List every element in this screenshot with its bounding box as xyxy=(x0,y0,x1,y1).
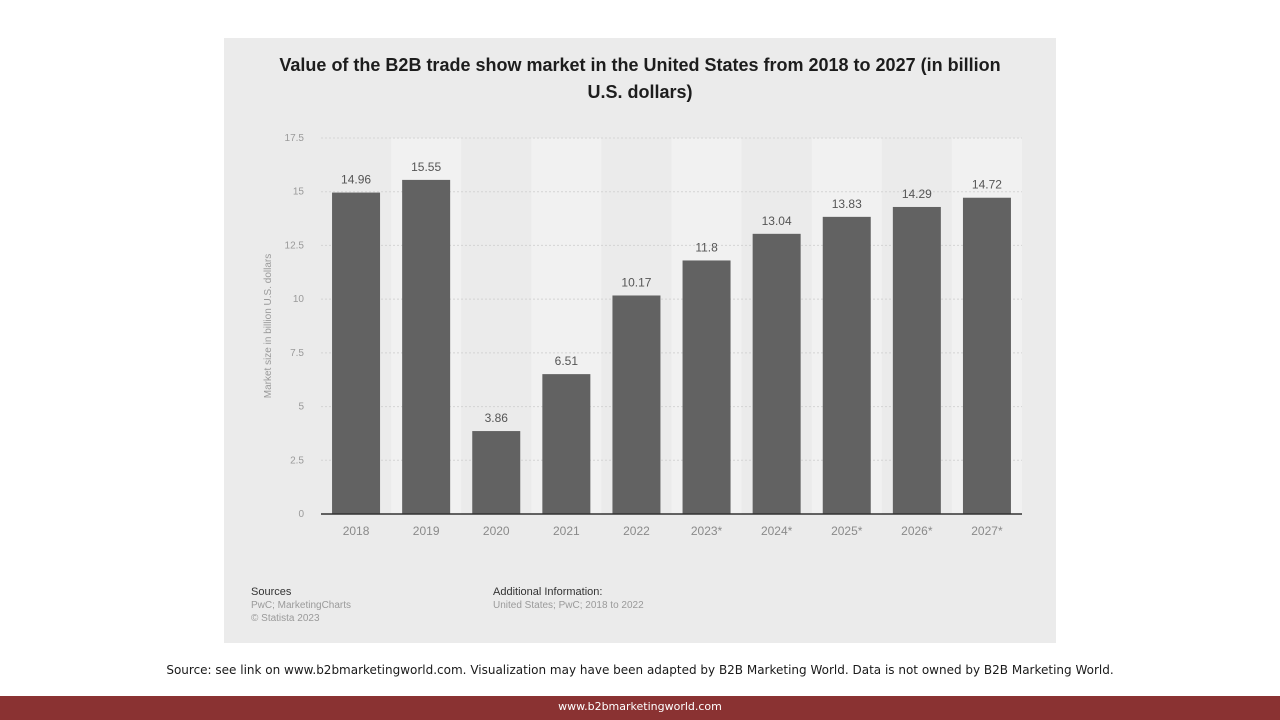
bar-2024 xyxy=(752,233,801,514)
value-label: 13.83 xyxy=(832,197,862,211)
value-label: 11.8 xyxy=(695,240,718,254)
y-tick-label: 5 xyxy=(298,402,304,413)
value-label: 15.55 xyxy=(411,160,441,174)
y-tick-label: 17.5 xyxy=(285,133,305,144)
additional-info-block: Additional Information: United States; P… xyxy=(493,586,644,612)
y-tick-label: 7.5 xyxy=(290,348,304,359)
x-tick-label: 2022 xyxy=(623,524,650,538)
bar-2018 xyxy=(332,192,381,514)
sources-line: PwC; MarketingCharts xyxy=(251,600,352,611)
bar-2025 xyxy=(822,216,871,514)
bar-2021 xyxy=(542,374,591,514)
y-axis-title: Market size in billion U.S. dollars xyxy=(263,254,274,399)
sources-heading: Sources xyxy=(251,586,292,598)
footer-url-link[interactable]: www.b2bmarketingworld.com xyxy=(558,700,722,713)
y-tick-label: 0 xyxy=(298,509,304,520)
bar-chart: 0 2.5 5 7.5 10 12.5 15 17.5 Market size in billi… xyxy=(263,133,1022,538)
bar-2020 xyxy=(472,431,521,514)
bar-2023 xyxy=(682,260,731,514)
x-tick-label: 2027* xyxy=(971,524,1003,538)
y-tick-label: 10 xyxy=(293,294,305,305)
x-tick-label: 2018 xyxy=(343,524,370,538)
additional-info-line: United States; PwC; 2018 to 2022 xyxy=(493,600,644,611)
bar-2027 xyxy=(962,197,1011,514)
copyright-line: © Statista 2023 xyxy=(251,613,320,624)
bar-2022 xyxy=(612,295,661,514)
value-label: 3.86 xyxy=(485,411,509,425)
sources-block: Sources PwC; MarketingCharts © Statista … xyxy=(251,586,351,625)
x-tick-label: 2023* xyxy=(691,524,723,538)
x-tick-label: 2021 xyxy=(553,524,580,538)
y-tick-label: 2.5 xyxy=(290,455,304,466)
footer-bar: www.b2bmarketingworld.com xyxy=(0,696,1280,720)
chart-title: Value of the B2B trade show market in th… xyxy=(279,55,1001,102)
additional-info-heading: Additional Information: xyxy=(493,586,603,598)
x-tick-label: 2019 xyxy=(413,524,440,538)
x-tick-label: 2024* xyxy=(761,524,793,538)
bar-2026 xyxy=(892,206,941,514)
y-tick-label: 12.5 xyxy=(285,240,305,251)
value-label: 10.17 xyxy=(621,275,651,289)
bar-2019 xyxy=(402,179,451,514)
x-tick-label: 2026* xyxy=(901,524,933,538)
y-tick-label: 15 xyxy=(293,187,305,198)
value-label: 14.72 xyxy=(972,178,1002,192)
value-label: 13.04 xyxy=(762,214,792,228)
x-tick-label: 2020 xyxy=(483,524,510,538)
x-tick-label: 2025* xyxy=(831,524,863,538)
value-label: 14.29 xyxy=(902,187,932,201)
chart-card: Value of the B2B trade show market in th… xyxy=(224,38,1056,643)
value-label: 14.96 xyxy=(341,173,371,187)
source-note: Source: see link on www.b2bmarketingworl… xyxy=(166,663,1114,677)
value-label: 6.51 xyxy=(555,354,579,368)
